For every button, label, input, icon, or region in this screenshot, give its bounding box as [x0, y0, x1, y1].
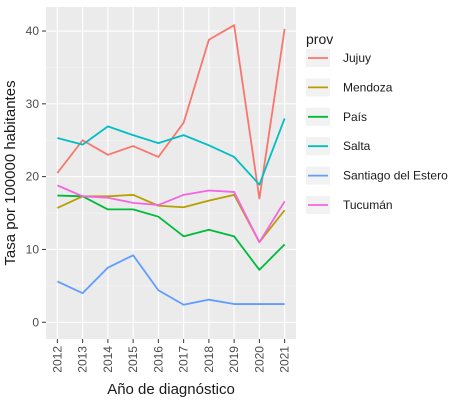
x-tick-label: 2015: [126, 346, 140, 373]
x-axis-title: Año de diagnóstico: [107, 381, 235, 398]
series-line: [57, 184, 286, 244]
legend-label: Santiago del Estero: [343, 169, 448, 183]
y-tick-label: 20: [26, 170, 40, 184]
series-lines: [56, 24, 286, 306]
legend-label: Tucumán: [343, 198, 393, 212]
y-tick-label: 0: [32, 315, 39, 329]
plot-panel: [46, 7, 296, 339]
y-axis-title: Tasa por 100000 habitantes: [2, 80, 19, 265]
x-tick-label: 2017: [177, 346, 191, 373]
legend-items: Jujuy Mendoza País Salta Santiago del Estero…: [306, 49, 448, 214]
major-gridlines: [46, 7, 296, 339]
x-tick-label: 2016: [151, 346, 165, 373]
x-tick-label: 2012: [50, 346, 64, 373]
x-tick-label: 2014: [101, 346, 115, 373]
y-tick-label: 10: [26, 242, 40, 256]
legend-label: Jujuy: [343, 51, 371, 65]
legend: prov Jujuy Mendoza País Salta Santiago del E…: [306, 31, 448, 214]
legend-title: prov: [306, 31, 333, 47]
legend-label: Salta: [343, 139, 371, 153]
x-tick-label: 2018: [202, 346, 216, 373]
y-tick-label: 40: [26, 24, 40, 38]
x-axis-ticks: 2012 2013 2014 2015 2016 2017 2018 2019 2020 2021: [50, 339, 292, 373]
x-tick-label: 2020: [252, 346, 266, 373]
x-tick-label: 2013: [76, 346, 90, 373]
x-tick-label: 2019: [227, 346, 241, 373]
y-axis-ticks: 0 10 20 30 40: [26, 24, 46, 329]
series-line: [57, 118, 286, 186]
legend-label: Mendoza: [343, 80, 393, 94]
series-line: [56, 254, 285, 306]
legend-label: País: [343, 110, 367, 124]
series-line: [57, 194, 286, 271]
x-tick-label: 2021: [278, 346, 292, 373]
y-tick-label: 30: [26, 97, 40, 111]
